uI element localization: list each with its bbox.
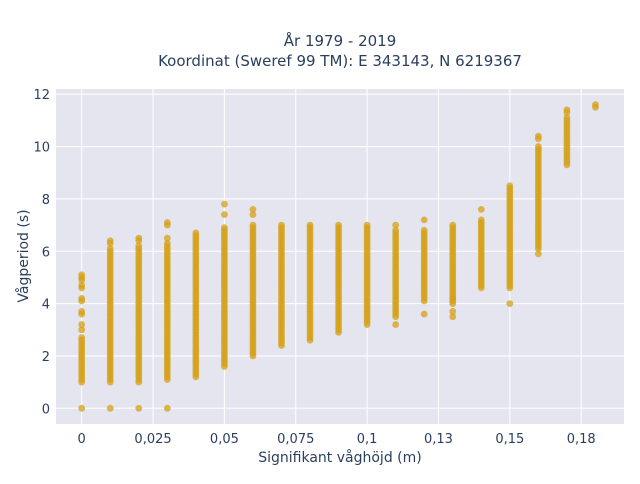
y-tick-label: 4 (42, 298, 50, 313)
data-point (449, 313, 457, 321)
data-point (192, 229, 200, 237)
data-point (249, 221, 257, 229)
y-tick-label: 0 (42, 402, 50, 417)
data-point (78, 294, 86, 302)
x-tick-labels: 0 0,025 0,05 0,075 0,1 0,13 0,15 0,18 (78, 432, 596, 447)
data-point (78, 334, 86, 342)
data-point (163, 240, 171, 247)
data-point (163, 219, 171, 226)
data-point (78, 326, 86, 334)
x-tick-label: 0,15 (495, 432, 524, 447)
data-point (135, 404, 143, 412)
data-point (278, 221, 285, 229)
data-point (78, 308, 86, 315)
data-point (392, 226, 400, 234)
data-point (449, 294, 457, 302)
y-tick-label: 10 (33, 141, 50, 156)
y-tick-label: 8 (42, 193, 50, 208)
data-point (534, 132, 542, 140)
data-point (392, 321, 400, 328)
y-tick-label: 6 (42, 245, 50, 260)
x-tick-label: 0,13 (424, 432, 453, 447)
y-tick-label: 12 (33, 88, 50, 103)
data-point (221, 224, 228, 232)
data-point (106, 245, 114, 253)
data-point (420, 226, 428, 234)
data-point (249, 205, 257, 213)
data-points (78, 101, 599, 412)
data-point (78, 404, 86, 412)
x-tick-label: 0,075 (277, 432, 314, 447)
data-point (363, 221, 371, 229)
data-point (477, 205, 485, 213)
x-axis-label: Signifikant våghöjd (m) (258, 449, 421, 466)
data-point (78, 321, 86, 328)
x-tick-label: 0,1 (357, 432, 378, 447)
data-point (506, 182, 514, 190)
y-tick-label: 2 (42, 350, 50, 365)
data-point (249, 211, 257, 219)
data-point (335, 221, 342, 229)
data-point (477, 216, 485, 224)
data-point (163, 234, 171, 242)
data-point (449, 221, 457, 229)
y-axis-label: Vågperiod (s) (15, 209, 32, 302)
data-point (78, 281, 86, 289)
data-point (221, 211, 228, 219)
x-tick-label: 0,025 (134, 432, 171, 447)
x-tick-label: 0,18 (567, 432, 596, 447)
data-point (534, 143, 542, 150)
data-point (563, 106, 571, 114)
y-tick-labels: 0 2 4 6 8 10 12 (33, 88, 50, 417)
data-point (106, 237, 114, 245)
x-tick-label: 0,05 (210, 432, 239, 447)
data-point (563, 114, 571, 122)
data-point (106, 404, 114, 412)
data-point (420, 310, 428, 318)
x-tick-label: 0 (78, 432, 86, 447)
data-point (506, 300, 514, 308)
data-point (306, 221, 314, 229)
data-point (449, 308, 457, 315)
chart-title-line-2: Koordinat (Sweref 99 TM): E 343143, N 62… (158, 52, 522, 70)
data-point (78, 271, 86, 279)
data-point (392, 221, 400, 229)
data-point (135, 242, 143, 250)
data-point (592, 101, 599, 109)
data-point (534, 250, 542, 258)
data-point (221, 200, 228, 208)
data-point (163, 404, 171, 412)
data-point (135, 234, 143, 242)
data-point (420, 216, 428, 224)
chart-title-line-1: År 1979 - 2019 (284, 31, 397, 50)
